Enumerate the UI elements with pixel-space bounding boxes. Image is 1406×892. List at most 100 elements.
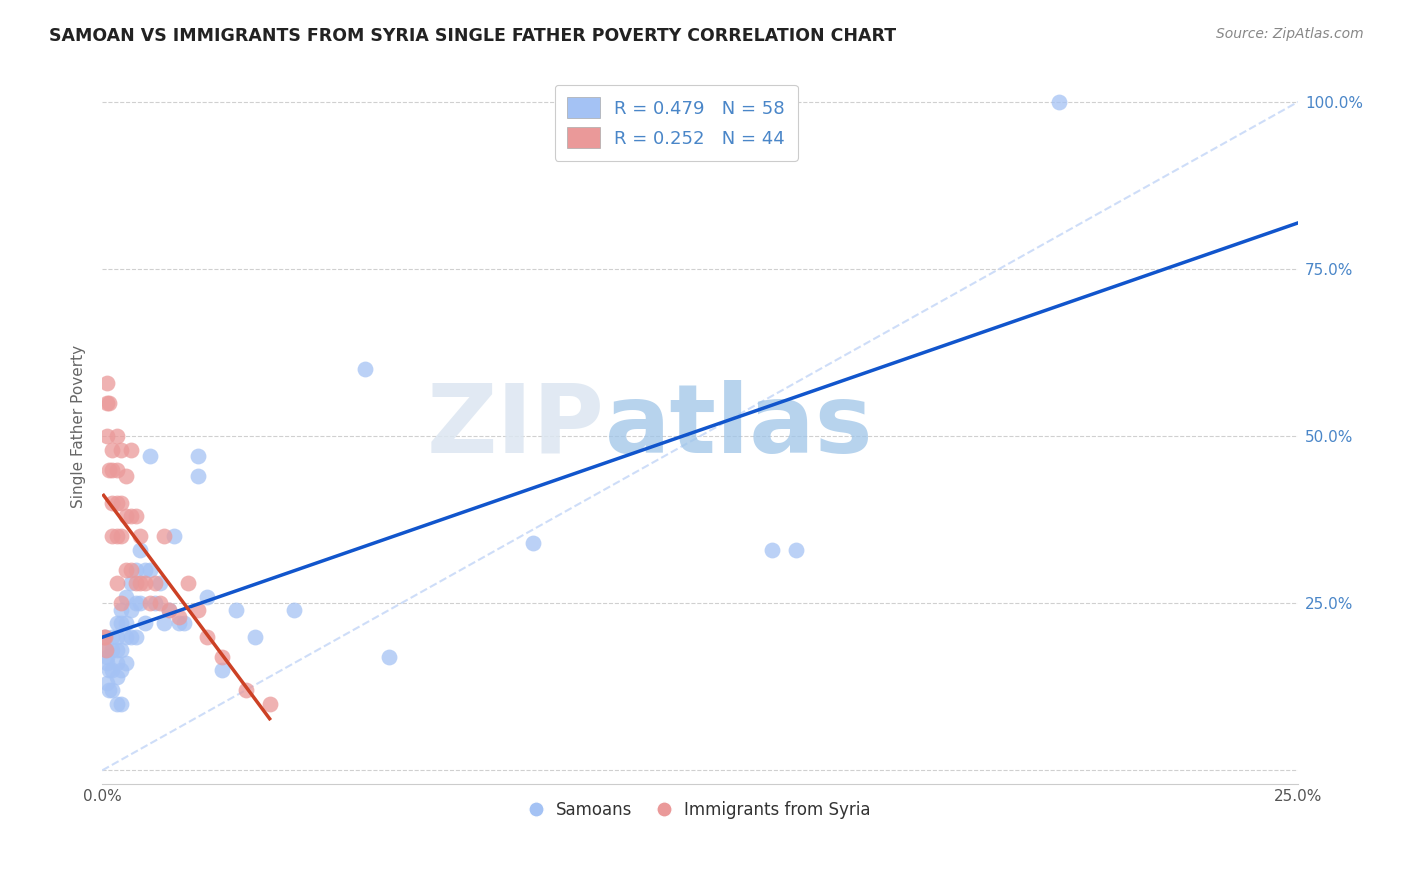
Point (105, 697, 128, 711)
Point (110, 529, 132, 543)
Point (149, 596, 172, 610)
Point (163, 529, 186, 543)
Point (94, 643, 117, 657)
Point (211, 663, 233, 677)
Point (139, 563, 162, 577)
Point (105, 616, 128, 631)
Point (93, 630, 115, 644)
Point (225, 603, 247, 617)
Point (134, 576, 156, 591)
Point (120, 442, 142, 457)
Point (245, 630, 267, 644)
Point (105, 429, 128, 443)
Point (522, 536, 544, 550)
Point (105, 462, 128, 476)
Point (354, 362, 377, 376)
Point (153, 616, 176, 631)
Point (101, 496, 124, 510)
Point (283, 603, 305, 617)
Point (110, 643, 132, 657)
Point (110, 663, 132, 677)
Point (115, 469, 138, 483)
Point (94, 643, 117, 657)
Point (101, 529, 124, 543)
Point (120, 509, 142, 524)
Point (98, 683, 121, 698)
Point (115, 509, 138, 524)
Point (101, 462, 124, 476)
Text: Source: ZipAtlas.com: Source: ZipAtlas.com (1216, 27, 1364, 41)
Point (98, 395, 121, 409)
Point (187, 603, 209, 617)
Point (98, 663, 121, 677)
Point (105, 643, 128, 657)
Point (211, 649, 233, 664)
Point (110, 616, 132, 631)
Point (105, 496, 128, 510)
Point (143, 576, 166, 591)
Point (125, 563, 148, 577)
Point (110, 596, 132, 610)
Point (129, 529, 152, 543)
Point (129, 596, 152, 610)
Point (96, 395, 118, 409)
Point (761, 542, 783, 557)
Point (93, 630, 115, 644)
Point (197, 630, 219, 644)
Point (115, 657, 138, 671)
Point (187, 449, 209, 463)
Text: ZIP: ZIP (426, 380, 605, 473)
Point (120, 576, 142, 591)
Point (105, 657, 128, 671)
Point (125, 596, 148, 610)
Point (157, 603, 180, 617)
Point (129, 542, 152, 557)
Point (105, 670, 128, 684)
Point (1047, 95, 1070, 109)
Point (93, 630, 115, 644)
Point (259, 697, 281, 711)
Point (139, 596, 162, 610)
Point (785, 542, 807, 557)
Point (134, 616, 156, 631)
Point (101, 630, 124, 644)
Point (105, 630, 128, 644)
Point (120, 563, 142, 577)
Point (157, 603, 180, 617)
Point (129, 576, 152, 591)
Point (125, 576, 148, 591)
Point (110, 603, 132, 617)
Point (101, 663, 124, 677)
Point (177, 576, 200, 591)
Point (96, 676, 118, 690)
Point (110, 442, 132, 457)
Point (115, 616, 138, 631)
Point (115, 590, 138, 604)
Point (105, 576, 128, 591)
Point (167, 616, 190, 631)
Point (120, 603, 142, 617)
Point (125, 630, 148, 644)
Text: SAMOAN VS IMMIGRANTS FROM SYRIA SINGLE FATHER POVERTY CORRELATION CHART: SAMOAN VS IMMIGRANTS FROM SYRIA SINGLE F… (49, 27, 897, 45)
Point (98, 462, 121, 476)
Point (101, 643, 124, 657)
Point (187, 469, 209, 483)
Point (125, 509, 148, 524)
Point (143, 596, 166, 610)
Legend: Samoans, Immigrants from Syria: Samoans, Immigrants from Syria (523, 794, 877, 825)
Point (96, 429, 118, 443)
Text: atlas: atlas (605, 380, 873, 473)
Point (378, 649, 401, 664)
Point (101, 683, 124, 698)
Point (115, 563, 138, 577)
Point (134, 563, 156, 577)
Y-axis label: Single Father Poverty: Single Father Poverty (72, 344, 86, 508)
Point (96, 376, 118, 390)
Point (101, 442, 124, 457)
Point (96, 649, 118, 664)
Point (153, 529, 176, 543)
Point (110, 496, 132, 510)
Point (96, 657, 118, 671)
Point (120, 630, 142, 644)
Point (173, 616, 195, 631)
